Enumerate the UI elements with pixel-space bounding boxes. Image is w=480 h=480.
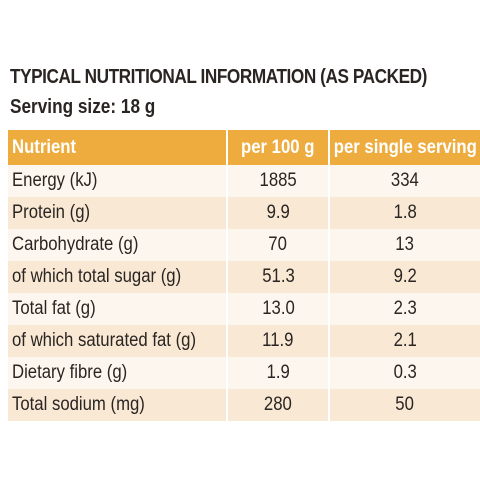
table-cell: Protein (g) — [8, 197, 228, 229]
cell-text: 1.9 — [266, 362, 290, 383]
cell-text: of which saturated fat (g) — [12, 330, 197, 351]
cell-text: 51.3 — [261, 266, 295, 287]
table-cell: 13.0 — [228, 293, 330, 325]
table-row: Total sodium (mg) 280 50 — [8, 389, 480, 421]
column-header: per single serving — [330, 130, 480, 165]
table-cell: 280 — [228, 389, 330, 421]
cell-text: Nutrient — [12, 136, 77, 158]
nutrition-table: Nutrient per 100 g per single serving Energ… — [8, 130, 480, 421]
table-cell: Total fat (g) — [8, 293, 228, 325]
cell-text: Protein (g) — [12, 202, 91, 223]
table-cell: Total sodium (mg) — [8, 389, 228, 421]
table-cell: 2.1 — [330, 325, 480, 357]
cell-text: 334 — [391, 170, 419, 191]
cell-text: of which total sugar (g) — [12, 266, 182, 287]
table-cell: Dietary fibre (g) — [8, 357, 228, 389]
table-row: of which total sugar (g) 51.3 9.2 — [8, 261, 480, 293]
cell-text: 11.9 — [262, 330, 294, 351]
table-cell: 1885 — [228, 165, 330, 197]
cell-text: 13.0 — [261, 298, 295, 319]
cell-text: Total sodium (mg) — [12, 394, 145, 415]
cell-text: Dietary fibre (g) — [12, 362, 128, 383]
table-cell: 0.3 — [330, 357, 480, 389]
cell-text: 9.2 — [393, 266, 417, 287]
cell-text: Carbohydrate (g) — [12, 234, 139, 255]
cell-text: 1.8 — [393, 202, 417, 223]
cell-text: 70 — [268, 234, 288, 255]
table-cell: 51.3 — [228, 261, 330, 293]
table-row: Carbohydrate (g) 70 13 — [8, 229, 480, 261]
table-cell: 9.9 — [228, 197, 330, 229]
table-cell: 2.3 — [330, 293, 480, 325]
cell-text: 9.9 — [266, 202, 290, 223]
cell-text: 50 — [395, 394, 415, 415]
column-header: per 100 g — [228, 130, 330, 165]
table-cell: 9.2 — [330, 261, 480, 293]
cell-text: 1885 — [259, 170, 297, 191]
table-cell: of which saturated fat (g) — [8, 325, 228, 357]
table-cell: 50 — [330, 389, 480, 421]
cell-text: per single serving — [333, 136, 477, 158]
cell-text: 2.3 — [393, 298, 417, 319]
table-cell: 13 — [330, 229, 480, 261]
header-row: Nutrient per 100 g per single serving — [8, 130, 480, 165]
table-cell: 1.8 — [330, 197, 480, 229]
table-cell: of which total sugar (g) — [8, 261, 228, 293]
cell-text: Energy (kJ) — [12, 170, 98, 191]
column-header: Nutrient — [8, 130, 228, 165]
table-cell: 1.9 — [228, 357, 330, 389]
cell-text: 0.3 — [393, 362, 417, 383]
table-row: Dietary fibre (g) 1.9 0.3 — [8, 357, 480, 389]
table-cell: Carbohydrate (g) — [8, 229, 228, 261]
cell-text: 280 — [264, 394, 292, 415]
table-row: of which saturated fat (g) 11.9 2.1 — [8, 325, 480, 357]
table-cell: Energy (kJ) — [8, 165, 228, 197]
table-row: Protein (g) 9.9 1.8 — [8, 197, 480, 229]
cell-text: per 100 g — [241, 136, 315, 158]
cell-text: 13 — [395, 234, 415, 255]
serving-size: Serving size: 18 g — [10, 96, 156, 118]
table-cell: 334 — [330, 165, 480, 197]
table-row: Total fat (g) 13.0 2.3 — [8, 293, 480, 325]
table-cell: 70 — [228, 229, 330, 261]
table-cell: 11.9 — [228, 325, 330, 357]
cell-text: Total fat (g) — [12, 298, 96, 319]
table-row: Energy (kJ) 1885 334 — [8, 165, 480, 197]
title: TYPICAL NUTRITIONAL INFORMATION (AS PACK… — [10, 66, 427, 88]
cell-text: 2.1 — [393, 330, 417, 351]
